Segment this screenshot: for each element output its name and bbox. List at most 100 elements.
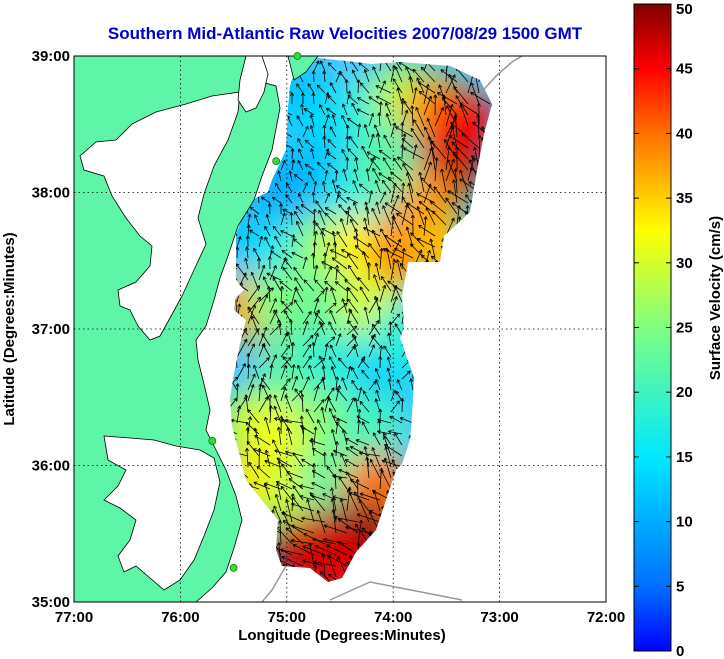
velocity-arrow bbox=[299, 103, 304, 116]
velocity-arrow bbox=[294, 210, 304, 226]
new-jersey-coast bbox=[287, 56, 319, 81]
velocity-arrow bbox=[334, 441, 339, 457]
velocity-arrow bbox=[357, 519, 363, 545]
velocity-arrow bbox=[337, 541, 359, 556]
velocity-arrow bbox=[301, 458, 315, 468]
velocity-arrow bbox=[412, 68, 425, 83]
velocity-arrow bbox=[416, 206, 425, 226]
bathymetry-contour bbox=[477, 56, 523, 97]
velocity-arrow bbox=[446, 159, 458, 182]
velocity-arrow bbox=[290, 493, 295, 512]
velocity-arrow bbox=[280, 344, 291, 358]
velocity-arrow bbox=[247, 384, 255, 402]
velocity-arrow bbox=[335, 385, 342, 402]
velocity-arrow bbox=[276, 457, 293, 468]
x-axis-label: Longitude (Degrees:Minutes) bbox=[238, 627, 446, 644]
velocity-arrow bbox=[312, 219, 317, 237]
velocity-arrow bbox=[330, 452, 337, 468]
colorbar bbox=[633, 3, 672, 652]
velocity-arrow bbox=[273, 394, 282, 413]
velocity-arrow bbox=[313, 357, 326, 369]
y-tick-label: 39:00 bbox=[32, 48, 70, 65]
velocity-arrow bbox=[279, 280, 293, 292]
velocity-arrow bbox=[328, 321, 337, 336]
velocity-arrow bbox=[410, 232, 425, 248]
velocity-arrow bbox=[262, 343, 271, 358]
velocity-arrow bbox=[374, 398, 381, 413]
velocity-arrow bbox=[386, 367, 392, 380]
velocity-arrow bbox=[339, 218, 348, 237]
colorbar-label: Surface Velocity (cm/s) bbox=[707, 216, 724, 380]
velocity-arrow bbox=[308, 364, 315, 380]
velocity-arrow bbox=[329, 126, 337, 138]
velocity-arrow bbox=[290, 148, 295, 160]
velocity-arrow bbox=[276, 319, 282, 336]
velocity-arrow bbox=[338, 204, 348, 215]
velocity-arrow bbox=[330, 487, 337, 512]
velocity-arrow bbox=[440, 168, 447, 193]
velocity-arrow bbox=[296, 115, 304, 127]
velocity-arrow bbox=[394, 66, 403, 83]
velocity-arrow bbox=[247, 306, 260, 325]
velocity-arrow bbox=[346, 117, 359, 127]
x-tick-label: 74:00 bbox=[374, 609, 412, 626]
velocity-arrow bbox=[379, 80, 386, 94]
velocity-arrow bbox=[322, 135, 327, 149]
velocity-arrow bbox=[383, 134, 392, 149]
velocity-arrow bbox=[299, 425, 315, 435]
velocity-arrow bbox=[311, 482, 326, 490]
velocity-arrow bbox=[348, 308, 359, 325]
velocity-arrow bbox=[341, 377, 348, 391]
velocity-arrow bbox=[356, 513, 381, 523]
y-tick-label: 36:00 bbox=[32, 458, 70, 475]
velocity-arrow bbox=[355, 439, 370, 446]
velocity-arrow bbox=[326, 152, 337, 160]
velocity-arrow bbox=[329, 82, 337, 94]
velocity-arrow bbox=[247, 304, 256, 325]
velocity-arrow bbox=[403, 100, 414, 116]
velocity-arrow bbox=[334, 281, 348, 292]
velocity-arrow bbox=[450, 122, 469, 138]
velocity-arrow bbox=[357, 419, 362, 435]
y-tick-labels: 35:00 36:00 37:00 38:00 39:00 bbox=[32, 48, 70, 611]
velocity-arrow bbox=[245, 421, 260, 435]
velocity-arrow bbox=[347, 148, 359, 160]
velocity-arrow bbox=[253, 247, 260, 259]
velocity-arrow bbox=[302, 344, 312, 358]
velocity-arrow bbox=[280, 159, 286, 171]
velocity-arrow bbox=[397, 156, 414, 171]
velocity-arrow bbox=[313, 309, 320, 325]
velocity-arrow bbox=[374, 368, 381, 380]
velocity-arrow bbox=[430, 146, 436, 171]
y-tick-label: 35:00 bbox=[32, 594, 70, 611]
velocity-arrow bbox=[277, 542, 282, 567]
velocity-arrow bbox=[291, 159, 296, 171]
velocity-arrow bbox=[321, 365, 326, 380]
velocity-arrow bbox=[375, 389, 381, 402]
velocity-arrow bbox=[450, 125, 458, 149]
velocity-arrow bbox=[390, 313, 401, 325]
velocity-arrow bbox=[274, 493, 282, 512]
velocity-arrow bbox=[406, 202, 425, 215]
velocity-arrow bbox=[323, 537, 348, 545]
velocity-arrow bbox=[443, 138, 458, 160]
x-tick-label: 75:00 bbox=[268, 609, 306, 626]
velocity-arrow bbox=[273, 505, 282, 523]
velocity-arrow bbox=[344, 79, 349, 94]
velocity-arrow bbox=[342, 168, 348, 182]
x-tick-label: 72:00 bbox=[587, 609, 625, 626]
velocity-arrow bbox=[291, 524, 315, 534]
velocity-arrow bbox=[358, 183, 370, 193]
velocity-arrow bbox=[311, 448, 326, 457]
velocity-arrow bbox=[286, 331, 293, 347]
velocity-arrow bbox=[308, 171, 315, 182]
velocity-arrow bbox=[262, 384, 271, 402]
velocity-arrow bbox=[372, 432, 381, 446]
velocity-arrow bbox=[327, 554, 337, 578]
velocity-arrow bbox=[387, 429, 403, 435]
velocity-arrow bbox=[396, 379, 403, 391]
velocity-arrow bbox=[356, 79, 361, 94]
grid bbox=[74, 56, 606, 602]
velocity-arrow bbox=[274, 449, 293, 457]
velocity-arrow bbox=[366, 262, 371, 281]
